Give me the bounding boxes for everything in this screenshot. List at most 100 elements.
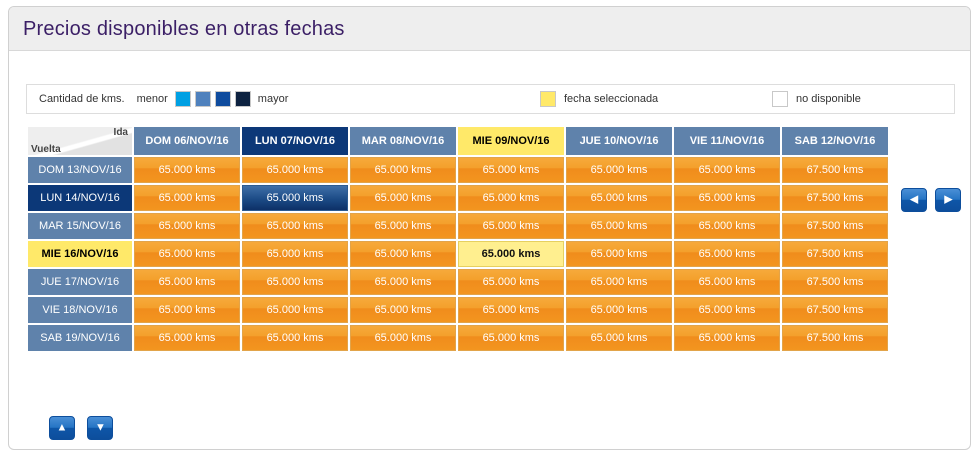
price-cell-4-6[interactable]: 67.500 kms bbox=[782, 269, 888, 295]
row-header-1[interactable]: LUN 14/NOV/16 bbox=[28, 185, 132, 211]
price-cell-1-1[interactable]: 65.000 kms bbox=[242, 185, 348, 211]
legend-selected-group: fecha seleccionada bbox=[540, 85, 658, 113]
price-cell-1-2[interactable]: 65.000 kms bbox=[350, 185, 456, 211]
price-cell-6-0[interactable]: 65.000 kms bbox=[134, 325, 240, 351]
table-row: LUN 14/NOV/16 65.000 kms 65.000 kms 65.000 … bbox=[28, 185, 888, 211]
price-cell-3-4[interactable]: 65.000 kms bbox=[566, 241, 672, 267]
row-header-4[interactable]: JUE 17/NOV/16 bbox=[28, 269, 132, 295]
price-matrix-table: Ida Vuelta DOM 06/NOV/16 LUN 07/NOV/16 MAR… bbox=[26, 125, 890, 353]
price-cell-3-6[interactable]: 67.500 kms bbox=[782, 241, 888, 267]
price-cell-5-4[interactable]: 65.000 kms bbox=[566, 297, 672, 323]
price-cell-2-1[interactable]: 65.000 kms bbox=[242, 213, 348, 239]
price-cell-6-6[interactable]: 67.500 kms bbox=[782, 325, 888, 351]
price-cell-3-1[interactable]: 65.000 kms bbox=[242, 241, 348, 267]
column-header-1[interactable]: LUN 07/NOV/16 bbox=[242, 127, 348, 155]
price-cell-4-0[interactable]: 65.000 kms bbox=[134, 269, 240, 295]
corner-vuelta-label: Vuelta bbox=[31, 144, 61, 155]
column-header-3[interactable]: MIE 09/NOV/16 bbox=[458, 127, 564, 155]
price-cell-1-3[interactable]: 65.000 kms bbox=[458, 185, 564, 211]
price-cell-1-4[interactable]: 65.000 kms bbox=[566, 185, 672, 211]
table-row: MAR 15/NOV/16 65.000 kms 65.000 kms 65.000 … bbox=[28, 213, 888, 239]
price-cell-5-5[interactable]: 65.000 kms bbox=[674, 297, 780, 323]
price-cell-6-3[interactable]: 65.000 kms bbox=[458, 325, 564, 351]
price-cell-6-1[interactable]: 65.000 kms bbox=[242, 325, 348, 351]
row-header-0[interactable]: DOM 13/NOV/16 bbox=[28, 157, 132, 183]
arrow-left-icon: ◀ bbox=[909, 193, 919, 206]
price-cell-3-2[interactable]: 65.000 kms bbox=[350, 241, 456, 267]
price-cell-3-0[interactable]: 65.000 kms bbox=[134, 241, 240, 267]
column-header-2[interactable]: MAR 08/NOV/16 bbox=[350, 127, 456, 155]
row-header-2[interactable]: MAR 15/NOV/16 bbox=[28, 213, 132, 239]
next-dates-button[interactable]: ▶ bbox=[935, 188, 962, 212]
prev-dates-button[interactable]: ◀ bbox=[901, 188, 927, 212]
price-cell-5-3[interactable]: 65.000 kms bbox=[458, 297, 564, 323]
legend-unavailable-label: no disponible bbox=[796, 93, 861, 105]
column-header-5[interactable]: VIE 11/NOV/16 bbox=[674, 127, 780, 155]
row-header-5[interactable]: VIE 18/NOV/16 bbox=[28, 297, 132, 323]
price-cell-0-5[interactable]: 65.000 kms bbox=[674, 157, 780, 183]
price-cell-2-5[interactable]: 65.000 kms bbox=[674, 213, 780, 239]
legend-swatch-selected bbox=[540, 91, 556, 107]
corner-diagonal bbox=[28, 127, 132, 155]
price-cell-4-5[interactable]: 65.000 kms bbox=[674, 269, 780, 295]
price-cell-6-2[interactable]: 65.000 kms bbox=[350, 325, 456, 351]
price-cell-2-4[interactable]: 65.000 kms bbox=[566, 213, 672, 239]
footer-divider bbox=[17, 449, 964, 450]
price-matrix: Ida Vuelta DOM 06/NOV/16 LUN 07/NOV/16 MAR… bbox=[26, 125, 890, 353]
price-cell-4-3[interactable]: 65.000 kms bbox=[458, 269, 564, 295]
row-header-3[interactable]: MIE 16/NOV/16 bbox=[28, 241, 132, 267]
matrix-header-row: Ida Vuelta DOM 06/NOV/16 LUN 07/NOV/16 MAR… bbox=[28, 127, 888, 155]
price-cell-0-1[interactable]: 65.000 kms bbox=[242, 157, 348, 183]
price-cell-4-2[interactable]: 65.000 kms bbox=[350, 269, 456, 295]
legend-swatch-4 bbox=[234, 91, 251, 107]
arrow-up-icon: ▲ bbox=[56, 421, 68, 434]
price-cell-0-4[interactable]: 65.000 kms bbox=[566, 157, 672, 183]
arrow-down-icon: ▼ bbox=[95, 421, 106, 434]
price-cell-2-6[interactable]: 67.500 kms bbox=[782, 213, 888, 239]
price-cell-6-4[interactable]: 65.000 kms bbox=[566, 325, 672, 351]
legend-swatch-3 bbox=[214, 91, 231, 107]
price-cell-1-5[interactable]: 65.000 kms bbox=[674, 185, 780, 211]
price-cell-0-0[interactable]: 65.000 kms bbox=[134, 157, 240, 183]
next-return-dates-button[interactable]: ▼ bbox=[87, 416, 114, 440]
price-cell-6-5[interactable]: 65.000 kms bbox=[674, 325, 780, 351]
price-cell-1-6[interactable]: 67.500 kms bbox=[782, 185, 888, 211]
price-cell-2-3[interactable]: 65.000 kms bbox=[458, 213, 564, 239]
legend-swatch-1 bbox=[174, 91, 191, 107]
matrix-corner-cell: Ida Vuelta bbox=[28, 127, 132, 155]
column-header-0[interactable]: DOM 06/NOV/16 bbox=[134, 127, 240, 155]
vertical-nav: ▲ ▼ bbox=[49, 416, 121, 445]
price-cell-0-3[interactable]: 65.000 kms bbox=[458, 157, 564, 183]
price-cell-4-1[interactable]: 65.000 kms bbox=[242, 269, 348, 295]
price-cell-2-0[interactable]: 65.000 kms bbox=[134, 213, 240, 239]
table-row: MIE 16/NOV/16 65.000 kms 65.000 kms 65.000 … bbox=[28, 241, 888, 267]
price-cell-5-2[interactable]: 65.000 kms bbox=[350, 297, 456, 323]
arrow-right-icon: ▶ bbox=[944, 193, 953, 206]
row-header-6[interactable]: SAB 19/NOV/16 bbox=[28, 325, 132, 351]
matrix-body: DOM 13/NOV/16 65.000 kms 65.000 kms 65.000 … bbox=[28, 157, 888, 351]
legend-kms-label: Cantidad de kms. bbox=[39, 93, 125, 105]
price-cell-3-5[interactable]: 65.000 kms bbox=[674, 241, 780, 267]
column-header-4[interactable]: JUE 10/NOV/16 bbox=[566, 127, 672, 155]
table-row: SAB 19/NOV/16 65.000 kms 65.000 kms 65.000 … bbox=[28, 325, 888, 351]
table-row: JUE 17/NOV/16 65.000 kms 65.000 kms 65.000 … bbox=[28, 269, 888, 295]
page-title: Precios disponibles en otras fechas bbox=[9, 7, 970, 51]
legend-selected-label: fecha seleccionada bbox=[564, 93, 659, 105]
corner-ida-label: Ida bbox=[113, 127, 128, 138]
price-cell-5-1[interactable]: 65.000 kms bbox=[242, 297, 348, 323]
price-cell-2-2[interactable]: 65.000 kms bbox=[350, 213, 456, 239]
price-cell-5-0[interactable]: 65.000 kms bbox=[134, 297, 240, 323]
price-cell-3-3[interactable]: 65.000 kms bbox=[458, 241, 564, 267]
panel-body: Cantidad de kms. menor mayor fecha selec… bbox=[9, 51, 970, 450]
price-cell-1-0[interactable]: 65.000 kms bbox=[134, 185, 240, 211]
price-cell-0-2[interactable]: 65.000 kms bbox=[350, 157, 456, 183]
column-header-6[interactable]: SAB 12/NOV/16 bbox=[782, 127, 888, 155]
price-cell-4-4[interactable]: 65.000 kms bbox=[566, 269, 672, 295]
legend-mayor-label: mayor bbox=[257, 93, 289, 105]
price-cell-5-6[interactable]: 67.500 kms bbox=[782, 297, 888, 323]
price-cell-0-6[interactable]: 67.500 kms bbox=[782, 157, 888, 183]
legend-unavailable-group: no disponible bbox=[772, 85, 861, 113]
legend-bar: Cantidad de kms. menor mayor fecha selec… bbox=[26, 84, 955, 114]
prev-return-dates-button[interactable]: ▲ bbox=[49, 416, 75, 440]
legend-kms-group: Cantidad de kms. menor mayor bbox=[39, 85, 288, 113]
